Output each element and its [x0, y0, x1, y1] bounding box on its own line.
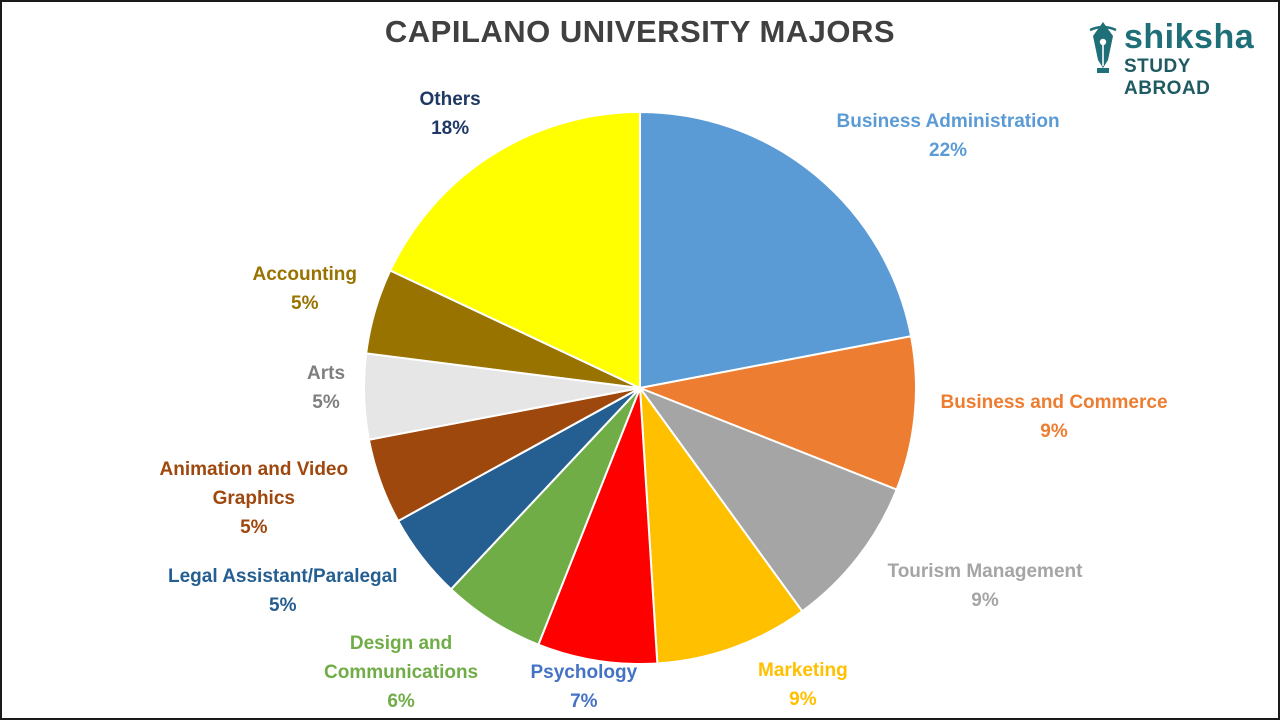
slice-label-business-administration: Business Administration 22% — [837, 107, 1060, 165]
slice-label-psychology: Psychology 7% — [531, 658, 638, 716]
shiksha-logo: shiksha STUDY ABROAD — [1086, 18, 1271, 99]
slice-label-legal-assistant-paralegal: Legal Assistant/Paralegal 5% — [168, 562, 398, 620]
pie-slice-tourism-management — [637, 385, 898, 613]
slice-label-others: Others 18% — [420, 85, 481, 143]
slice-percent: 18% — [431, 118, 470, 139]
pie-slice-others — [388, 110, 641, 390]
slice-label-design-and-communications: Design and Communications 6% — [324, 629, 478, 716]
pie-slice-business-and-commerce — [636, 335, 917, 491]
slice-percent: 5% — [312, 392, 340, 413]
pie-slice-psychology — [537, 387, 659, 665]
slice-percent: 9% — [789, 689, 817, 710]
slice-label-arts: Arts 5% — [307, 359, 345, 417]
slice-label-animation-and-video-graphics: Animation and Video Graphics 5% — [160, 455, 349, 542]
pie-slice-business-administration — [639, 110, 913, 390]
slice-percent: 5% — [269, 595, 297, 616]
slice-percent: 5% — [291, 293, 319, 314]
logo-wordmark: shiksha — [1124, 18, 1255, 56]
slice-percent: 22% — [929, 140, 968, 161]
slice-percent: 9% — [971, 590, 999, 611]
slice-label-marketing: Marketing 9% — [758, 656, 848, 714]
slice-label-accounting: Accounting 5% — [253, 260, 358, 318]
slice-percent: 5% — [240, 516, 268, 538]
slice-percent: 6% — [387, 691, 415, 712]
pie-slice-marketing — [638, 384, 804, 665]
slice-percent: 7% — [570, 691, 598, 712]
slice-percent: 9% — [1040, 421, 1068, 442]
chart-title: CAPILANO UNIVERSITY MAJORS — [384, 14, 896, 49]
slice-label-business-and-commerce: Business and Commerce 9% — [941, 388, 1168, 446]
logo-tagline: STUDY ABROAD — [1124, 56, 1211, 99]
pen-nib-icon — [1089, 22, 1117, 73]
slice-label-tourism-management: Tourism Management 9% — [888, 557, 1083, 615]
